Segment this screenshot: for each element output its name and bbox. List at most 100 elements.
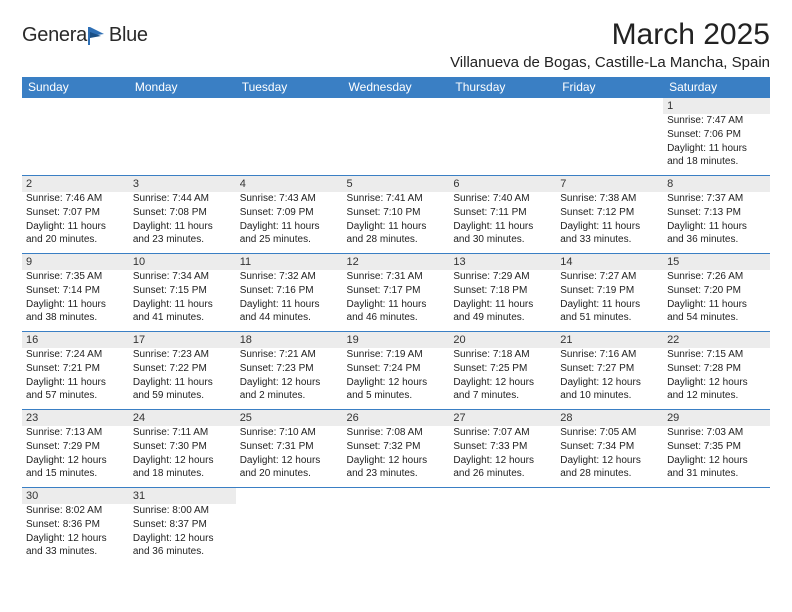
day-details: Sunrise: 7:11 AMSunset: 7:30 PMDaylight:… — [129, 426, 236, 482]
calendar-day-cell: 8Sunrise: 7:37 AMSunset: 7:13 PMDaylight… — [663, 176, 770, 254]
brand-part1: Genera — [22, 24, 87, 47]
day-details: Sunrise: 7:24 AMSunset: 7:21 PMDaylight:… — [22, 348, 129, 404]
day-details: Sunrise: 7:43 AMSunset: 7:09 PMDaylight:… — [236, 192, 343, 248]
calendar-day-cell: 18Sunrise: 7:21 AMSunset: 7:23 PMDayligh… — [236, 332, 343, 410]
day-details: Sunrise: 7:13 AMSunset: 7:29 PMDaylight:… — [22, 426, 129, 482]
calendar-day-cell: 24Sunrise: 7:11 AMSunset: 7:30 PMDayligh… — [129, 410, 236, 488]
daylight-text: Daylight: 12 hours and 31 minutes. — [667, 454, 766, 481]
sunrise-text: Sunrise: 7:23 AM — [133, 348, 232, 362]
sunset-text: Sunset: 7:12 PM — [560, 206, 659, 220]
day-number: 15 — [663, 254, 770, 270]
day-number: 19 — [343, 332, 450, 348]
day-details: Sunrise: 7:08 AMSunset: 7:32 PMDaylight:… — [343, 426, 450, 482]
day-number: 2 — [22, 176, 129, 192]
calendar-week-row: 2Sunrise: 7:46 AMSunset: 7:07 PMDaylight… — [22, 176, 770, 254]
sunset-text: Sunset: 7:11 PM — [453, 206, 552, 220]
daylight-text: Daylight: 12 hours and 7 minutes. — [453, 376, 552, 403]
daylight-text: Daylight: 11 hours and 20 minutes. — [26, 220, 125, 247]
sunrise-text: Sunrise: 7:21 AM — [240, 348, 339, 362]
sunrise-text: Sunrise: 7:40 AM — [453, 192, 552, 206]
calendar-day-cell — [129, 98, 236, 176]
day-number: 28 — [556, 410, 663, 426]
sunrise-text: Sunrise: 7:26 AM — [667, 270, 766, 284]
sunrise-text: Sunrise: 7:03 AM — [667, 426, 766, 440]
day-details: Sunrise: 7:27 AMSunset: 7:19 PMDaylight:… — [556, 270, 663, 326]
sunrise-text: Sunrise: 7:35 AM — [26, 270, 125, 284]
calendar-page: Genera Blue March 2025 Villanueva de Bog… — [0, 0, 792, 566]
calendar-day-cell: 4Sunrise: 7:43 AMSunset: 7:09 PMDaylight… — [236, 176, 343, 254]
day-details: Sunrise: 7:07 AMSunset: 7:33 PMDaylight:… — [449, 426, 556, 482]
calendar-day-cell: 9Sunrise: 7:35 AMSunset: 7:14 PMDaylight… — [22, 254, 129, 332]
weekday-header: Monday — [129, 77, 236, 98]
daylight-text: Daylight: 11 hours and 28 minutes. — [347, 220, 446, 247]
calendar-day-cell: 16Sunrise: 7:24 AMSunset: 7:21 PMDayligh… — [22, 332, 129, 410]
calendar-day-cell: 12Sunrise: 7:31 AMSunset: 7:17 PMDayligh… — [343, 254, 450, 332]
day-details: Sunrise: 7:03 AMSunset: 7:35 PMDaylight:… — [663, 426, 770, 482]
day-details: Sunrise: 7:34 AMSunset: 7:15 PMDaylight:… — [129, 270, 236, 326]
calendar-day-cell: 3Sunrise: 7:44 AMSunset: 7:08 PMDaylight… — [129, 176, 236, 254]
sunset-text: Sunset: 7:06 PM — [667, 128, 766, 142]
daylight-text: Daylight: 12 hours and 33 minutes. — [26, 532, 125, 559]
day-details: Sunrise: 7:31 AMSunset: 7:17 PMDaylight:… — [343, 270, 450, 326]
calendar-day-cell: 19Sunrise: 7:19 AMSunset: 7:24 PMDayligh… — [343, 332, 450, 410]
sunset-text: Sunset: 7:22 PM — [133, 362, 232, 376]
calendar-day-cell: 13Sunrise: 7:29 AMSunset: 7:18 PMDayligh… — [449, 254, 556, 332]
sunset-text: Sunset: 7:23 PM — [240, 362, 339, 376]
day-number: 7 — [556, 176, 663, 192]
day-number: 8 — [663, 176, 770, 192]
month-title: March 2025 — [450, 18, 770, 52]
sunrise-text: Sunrise: 7:47 AM — [667, 114, 766, 128]
weekday-header: Wednesday — [343, 77, 450, 98]
calendar-week-row: 9Sunrise: 7:35 AMSunset: 7:14 PMDaylight… — [22, 254, 770, 332]
day-number: 11 — [236, 254, 343, 270]
sunrise-text: Sunrise: 7:43 AM — [240, 192, 339, 206]
daylight-text: Daylight: 11 hours and 46 minutes. — [347, 298, 446, 325]
weekday-header: Sunday — [22, 77, 129, 98]
sunset-text: Sunset: 7:09 PM — [240, 206, 339, 220]
day-details: Sunrise: 7:15 AMSunset: 7:28 PMDaylight:… — [663, 348, 770, 404]
calendar-day-cell: 31Sunrise: 8:00 AMSunset: 8:37 PMDayligh… — [129, 488, 236, 566]
sunrise-text: Sunrise: 7:31 AM — [347, 270, 446, 284]
day-details: Sunrise: 7:35 AMSunset: 7:14 PMDaylight:… — [22, 270, 129, 326]
sunrise-text: Sunrise: 7:29 AM — [453, 270, 552, 284]
calendar-day-cell: 10Sunrise: 7:34 AMSunset: 7:15 PMDayligh… — [129, 254, 236, 332]
sunrise-text: Sunrise: 7:11 AM — [133, 426, 232, 440]
sunrise-text: Sunrise: 8:00 AM — [133, 504, 232, 518]
calendar-day-cell: 28Sunrise: 7:05 AMSunset: 7:34 PMDayligh… — [556, 410, 663, 488]
calendar-week-row: 16Sunrise: 7:24 AMSunset: 7:21 PMDayligh… — [22, 332, 770, 410]
day-details: Sunrise: 7:44 AMSunset: 7:08 PMDaylight:… — [129, 192, 236, 248]
sunset-text: Sunset: 7:13 PM — [667, 206, 766, 220]
sunset-text: Sunset: 7:31 PM — [240, 440, 339, 454]
daylight-text: Daylight: 12 hours and 26 minutes. — [453, 454, 552, 481]
location-text: Villanueva de Bogas, Castille-La Mancha,… — [450, 54, 770, 71]
sunset-text: Sunset: 7:30 PM — [133, 440, 232, 454]
sunrise-text: Sunrise: 8:02 AM — [26, 504, 125, 518]
sunset-text: Sunset: 7:08 PM — [133, 206, 232, 220]
calendar-day-cell: 26Sunrise: 7:08 AMSunset: 7:32 PMDayligh… — [343, 410, 450, 488]
day-number: 9 — [22, 254, 129, 270]
day-number: 26 — [343, 410, 450, 426]
day-details: Sunrise: 7:05 AMSunset: 7:34 PMDaylight:… — [556, 426, 663, 482]
sunrise-text: Sunrise: 7:18 AM — [453, 348, 552, 362]
day-details: Sunrise: 7:19 AMSunset: 7:24 PMDaylight:… — [343, 348, 450, 404]
calendar-grid: Sunday Monday Tuesday Wednesday Thursday… — [22, 77, 770, 566]
calendar-week-row: 1Sunrise: 7:47 AMSunset: 7:06 PMDaylight… — [22, 98, 770, 176]
calendar-day-cell — [556, 488, 663, 566]
daylight-text: Daylight: 12 hours and 12 minutes. — [667, 376, 766, 403]
daylight-text: Daylight: 12 hours and 28 minutes. — [560, 454, 659, 481]
day-number: 3 — [129, 176, 236, 192]
daylight-text: Daylight: 12 hours and 23 minutes. — [347, 454, 446, 481]
sunset-text: Sunset: 7:25 PM — [453, 362, 552, 376]
day-details: Sunrise: 7:47 AMSunset: 7:06 PMDaylight:… — [663, 114, 770, 170]
sunrise-text: Sunrise: 7:16 AM — [560, 348, 659, 362]
sunrise-text: Sunrise: 7:34 AM — [133, 270, 232, 284]
day-number: 18 — [236, 332, 343, 348]
sunrise-text: Sunrise: 7:07 AM — [453, 426, 552, 440]
calendar-week-row: 30Sunrise: 8:02 AMSunset: 8:36 PMDayligh… — [22, 488, 770, 566]
day-details: Sunrise: 7:23 AMSunset: 7:22 PMDaylight:… — [129, 348, 236, 404]
day-number: 23 — [22, 410, 129, 426]
daylight-text: Daylight: 11 hours and 18 minutes. — [667, 142, 766, 169]
sunset-text: Sunset: 7:21 PM — [26, 362, 125, 376]
day-number: 30 — [22, 488, 129, 504]
daylight-text: Daylight: 11 hours and 51 minutes. — [560, 298, 659, 325]
